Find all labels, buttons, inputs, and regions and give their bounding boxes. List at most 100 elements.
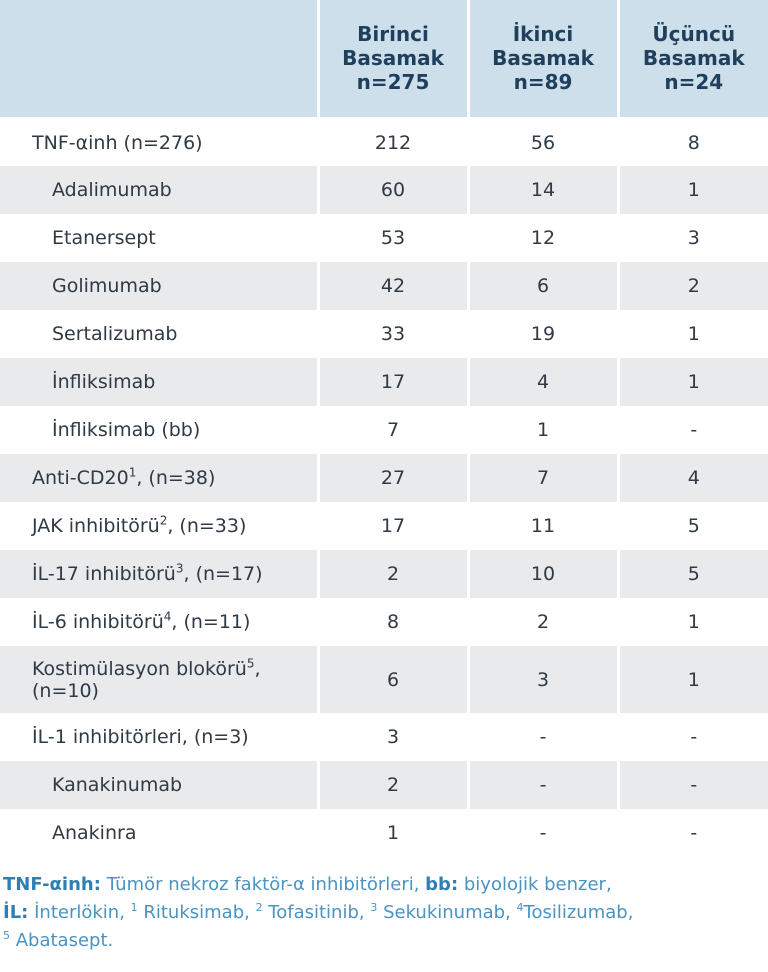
table-row: JAK inhibitörü2, (n=33) 17 11 5 [0,502,768,550]
cell-first-line: 212 [318,118,470,166]
table-row: İnfliksimab (bb) 7 1 - [0,406,768,454]
cell-second-line: 7 [468,454,620,502]
footnote-marker: 4 [163,609,172,624]
cell-second-line: - [468,809,620,857]
cell-first-line: 60 [318,166,470,214]
cell-first-line: 17 [318,502,470,550]
cell-first-line: 2 [318,761,470,809]
cell-third-line: - [618,809,768,857]
cell-third-line: 2 [618,262,768,310]
row-label: Adalimumab [0,166,320,214]
row-label: Kostimülasyon blokörü5, (n=10) [0,646,320,713]
cell-second-line: 2 [468,598,620,646]
cell-first-line: 7 [318,406,470,454]
cell-third-line: 4 [618,454,768,502]
table-row: Anti-CD201, (n=38) 27 7 4 [0,454,768,502]
cell-second-line: - [468,713,620,761]
cell-third-line: 1 [618,358,768,406]
footnote-marker: 3 [175,561,184,576]
cell-second-line: - [468,761,620,809]
cell-third-line: 1 [618,310,768,358]
cell-first-line: 42 [318,262,470,310]
header-row: Birinci Basamak n=275 İkinci Basamak n=8… [0,0,768,118]
cell-first-line: 53 [318,214,470,262]
cell-third-line: 1 [618,166,768,214]
footnote-definition: Rituksimab, [137,902,256,923]
cell-second-line: 14 [468,166,620,214]
table-row: İL-1 inhibitörleri, (n=3) 3 - - [0,713,768,761]
cell-third-line: 1 [618,598,768,646]
cell-third-line: 8 [618,118,768,166]
table-row: Adalimumab 60 14 1 [0,166,768,214]
header-second-line: İkinci Basamak n=89 [468,0,620,118]
row-label: İnfliksimab [0,358,320,406]
footnote-marker: 3 [370,901,378,914]
table-row: Golimumab 42 6 2 [0,262,768,310]
table-row: Kostimülasyon blokörü5, (n=10) 6 3 1 [0,646,768,713]
cell-second-line: 10 [468,550,620,598]
footnote-marker: 1 [128,465,137,480]
cell-first-line: 17 [318,358,470,406]
table-row: İnfliksimab 17 4 1 [0,358,768,406]
footnote-marker: 2 [159,513,168,528]
cell-second-line: 19 [468,310,620,358]
cell-first-line: 2 [318,550,470,598]
biologic-treatment-table: Birinci Basamak n=275 İkinci Basamak n=8… [0,0,768,857]
footnote-marker: 4 [516,901,524,914]
footnote-definition: Tosilizumab, [523,902,634,923]
table-row: Anakinra 1 - - [0,809,768,857]
footnote-definition: Tümör nekroz faktör-α inhibitörleri, [100,874,426,895]
cell-first-line: 33 [318,310,470,358]
cell-third-line: 5 [618,502,768,550]
cell-third-line: 5 [618,550,768,598]
footnote-definition: Abatasept. [10,930,114,951]
table-row: İL-6 inhibitörü4, (n=11) 8 2 1 [0,598,768,646]
footnote-definition: Sekukinumab, [377,902,517,923]
row-label: Kanakinumab [0,761,320,809]
cell-first-line: 3 [318,713,470,761]
cell-second-line: 12 [468,214,620,262]
row-label: İL-6 inhibitörü4, (n=11) [0,598,320,646]
footnote-marker: 1 [130,901,138,914]
footnote-term: İL: [3,902,29,923]
row-label: JAK inhibitörü2, (n=33) [0,502,320,550]
cell-third-line: 3 [618,214,768,262]
footnote-definition: Tofasitinib, [262,902,371,923]
row-label: Anti-CD201, (n=38) [0,454,320,502]
footnote-definition: biyolojik benzer, [458,874,612,895]
row-label: Golimumab [0,262,320,310]
row-label: Sertalizumab [0,310,320,358]
row-label: Etanersept [0,214,320,262]
cell-second-line: 56 [468,118,620,166]
header-third-line: Üçüncü Basamak n=24 [618,0,768,118]
footnote-definition: İnterlökin, [28,902,131,923]
cell-first-line: 27 [318,454,470,502]
cell-third-line: - [618,406,768,454]
header-first-line: Birinci Basamak n=275 [318,0,470,118]
cell-second-line: 1 [468,406,620,454]
table-row: Etanersept 53 12 3 [0,214,768,262]
table-row: Kanakinumab 2 - - [0,761,768,809]
cell-first-line: 1 [318,809,470,857]
row-label: İL-1 inhibitörleri, (n=3) [0,713,320,761]
cell-second-line: 11 [468,502,620,550]
cell-third-line: - [618,713,768,761]
header-empty-cell [0,0,320,118]
row-label: İL-17 inhibitörü3, (n=17) [0,550,320,598]
table-row: İL-17 inhibitörü3, (n=17) 2 10 5 [0,550,768,598]
footnote-marker: 2 [255,901,263,914]
footnote-term: TNF-αinh: [3,874,101,895]
cell-second-line: 4 [468,358,620,406]
row-label: İnfliksimab (bb) [0,406,320,454]
footnote-term: bb: [425,874,459,895]
cell-third-line: 1 [618,646,768,713]
table-row: TNF-αinh (n=276) 212 56 8 [0,118,768,166]
footnote-marker: 5 [3,929,10,942]
table-row: Sertalizumab 33 19 1 [0,310,768,358]
row-label: Anakinra [0,809,320,857]
cell-second-line: 3 [468,646,620,713]
row-label: TNF-αinh (n=276) [0,118,320,166]
cell-first-line: 6 [318,646,470,713]
table-footnote: TNF-αinh: Tümör nekroz faktör-α inhibitö… [0,857,768,955]
cell-first-line: 8 [318,598,470,646]
